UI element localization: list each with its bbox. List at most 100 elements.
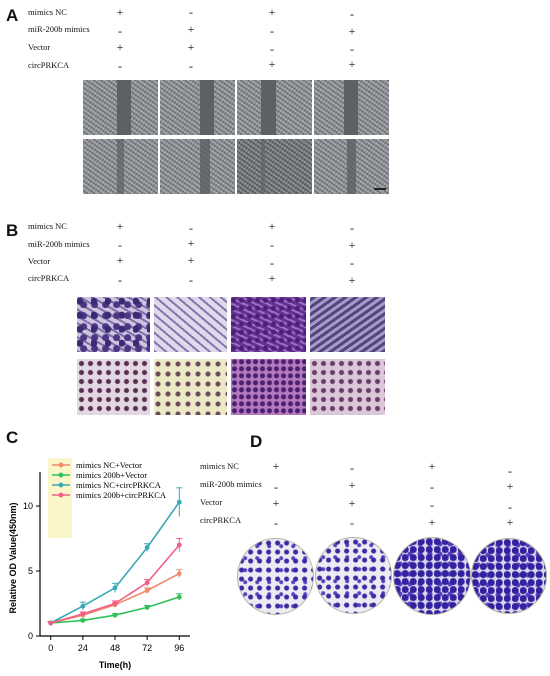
condition-sign: - xyxy=(189,59,193,73)
legend-label: mimics 200b+circPRKCA xyxy=(76,490,167,500)
condition-sign: + xyxy=(348,24,356,38)
condition-label: miR-200b mimics xyxy=(28,239,90,249)
condition-sign: - xyxy=(274,516,278,530)
data-point xyxy=(144,580,150,586)
condition-sign: + xyxy=(348,57,356,71)
condition-sign: - xyxy=(350,256,354,270)
data-point xyxy=(144,605,150,610)
condition-sign: - xyxy=(430,480,434,494)
data-point xyxy=(48,620,54,626)
chart-axes: 0 5 10 0 24 48 72 96 xyxy=(23,472,190,653)
condition-label: mimics NC xyxy=(28,7,67,17)
data-point xyxy=(176,499,182,505)
transwell-image xyxy=(231,297,306,352)
x-tick-label: 0 xyxy=(48,643,53,653)
condition-label: miR-200b mimics xyxy=(28,24,90,34)
panel-label-c: C xyxy=(6,428,19,447)
condition-sign: - xyxy=(430,498,434,512)
condition-label: Vector xyxy=(28,42,51,52)
condition-sign: - xyxy=(189,221,193,235)
condition-sign: + xyxy=(187,253,195,267)
legend-background xyxy=(48,458,72,538)
condition-sign: + xyxy=(348,478,356,492)
condition-sign: - xyxy=(270,42,274,56)
transwell-image xyxy=(231,359,306,415)
condition-sign: + xyxy=(187,22,195,36)
data-point xyxy=(144,588,150,593)
condition-sign: + xyxy=(116,253,124,267)
condition-sign: + xyxy=(116,5,124,19)
legend-label: mimics NC+Vector xyxy=(76,460,142,470)
condition-label: circPRKCA xyxy=(200,515,242,525)
y-tick-label: 0 xyxy=(28,631,33,641)
condition-sign: - xyxy=(189,273,193,287)
condition-sign: + xyxy=(268,5,276,19)
chart-series xyxy=(47,487,183,626)
data-point xyxy=(112,585,118,591)
condition-sign: - xyxy=(508,500,512,514)
colony-well xyxy=(315,537,392,614)
condition-label: Vector xyxy=(28,256,51,266)
colony-well xyxy=(471,538,547,614)
condition-sign: - xyxy=(350,461,354,475)
condition-sign: - xyxy=(118,238,122,252)
condition-sign: - xyxy=(189,5,193,19)
transwell-image xyxy=(77,297,150,352)
data-point xyxy=(80,611,86,617)
legend-swatch-marker xyxy=(58,462,64,468)
condition-sign: + xyxy=(268,219,276,233)
wound-image xyxy=(237,80,312,135)
y-tick-label: 10 xyxy=(23,501,33,511)
condition-sign: + xyxy=(268,57,276,71)
scale-bar xyxy=(374,188,386,190)
data-point xyxy=(144,545,150,550)
condition-sign: + xyxy=(506,479,514,493)
condition-label: Vector xyxy=(200,497,223,507)
y-tick-label: 5 xyxy=(28,566,33,576)
data-point xyxy=(80,618,86,623)
wound-image xyxy=(237,139,312,194)
transwell-image xyxy=(310,359,385,415)
condition-sign: - xyxy=(350,516,354,530)
condition-sign: - xyxy=(350,42,354,56)
data-point xyxy=(176,571,182,576)
condition-sign: + xyxy=(428,459,436,473)
x-axis-label: Time(h) xyxy=(99,660,131,670)
condition-sign: - xyxy=(274,480,278,494)
x-tick-label: 24 xyxy=(78,643,88,653)
data-point xyxy=(80,603,86,609)
legend-label: mimics 200b+Vector xyxy=(76,470,147,480)
wound-image xyxy=(160,139,235,194)
wound-image xyxy=(314,80,389,135)
condition-sign: - xyxy=(270,238,274,252)
condition-sign: + xyxy=(348,496,356,510)
x-tick-label: 96 xyxy=(174,643,184,653)
transwell-image xyxy=(77,359,150,415)
condition-sign: + xyxy=(268,271,276,285)
data-point xyxy=(112,601,118,606)
condition-sign: - xyxy=(118,273,122,287)
legend-swatch-marker xyxy=(58,492,64,498)
condition-sign: + xyxy=(272,459,280,473)
condition-sign: + xyxy=(348,273,356,287)
x-tick-label: 72 xyxy=(142,643,152,653)
condition-label: miR-200b mimics xyxy=(200,479,262,489)
data-point xyxy=(176,594,182,600)
condition-sign: - xyxy=(270,256,274,270)
panel-label-d: D xyxy=(250,432,263,451)
panel-label-b: B xyxy=(6,221,19,240)
condition-sign: + xyxy=(348,238,356,252)
colony-well xyxy=(237,538,314,615)
transwell-image xyxy=(154,359,227,415)
transwell-image xyxy=(310,297,385,352)
condition-label: circPRKCA xyxy=(28,273,70,283)
y-axis-label: Relative OD Value(450nm) xyxy=(8,502,18,613)
condition-sign: - xyxy=(270,24,274,38)
condition-sign: + xyxy=(116,40,124,54)
transwell-image xyxy=(154,297,227,352)
condition-label: mimics NC xyxy=(28,221,67,231)
condition-sign: + xyxy=(428,515,436,529)
condition-label: circPRKCA xyxy=(28,60,70,70)
